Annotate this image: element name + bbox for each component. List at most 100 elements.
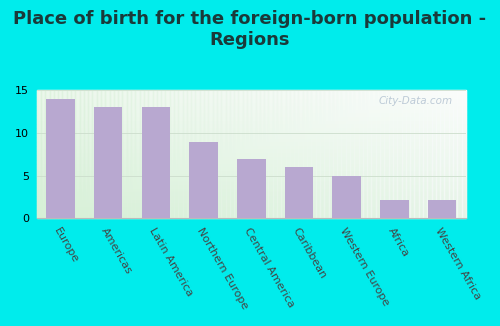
Bar [161,90,166,218]
Bar [36,144,466,145]
Bar [418,90,423,218]
Bar [182,90,187,218]
Bar [36,184,466,185]
Bar [88,90,92,218]
Bar [36,203,466,204]
Bar [36,95,466,96]
Bar [453,90,458,218]
Bar [36,118,466,120]
Bar [36,213,466,215]
Bar [428,90,432,218]
Bar [36,197,466,198]
Bar [380,90,384,218]
Bar [277,90,281,218]
Bar [217,90,221,218]
Bar [36,189,466,190]
Bar [384,90,388,218]
Bar [432,90,436,218]
Bar [298,90,303,218]
Bar [36,105,466,107]
Bar [71,90,76,218]
Bar [247,90,252,218]
Bar [423,90,428,218]
Bar [286,90,290,218]
Bar [36,94,466,95]
Bar [204,90,208,218]
Bar [36,125,466,126]
Bar [170,90,174,218]
Bar [96,90,101,218]
Bar [36,202,466,203]
Bar [191,90,196,218]
Bar [312,90,316,218]
Bar [36,117,466,118]
Bar [36,185,466,186]
Bar [36,176,466,177]
Bar [36,171,466,172]
Bar [36,186,466,188]
Bar [234,90,238,218]
Bar [272,90,277,218]
Bar [36,121,466,122]
Bar [148,90,152,218]
Bar [36,138,466,139]
Bar [320,90,324,218]
Bar [36,158,466,159]
Bar [36,116,466,117]
Bar [101,90,105,218]
Bar [36,131,466,132]
Bar [358,90,363,218]
Bar [332,176,361,218]
Bar [36,161,466,162]
Bar [36,101,466,103]
Bar [260,90,264,218]
Bar [45,90,50,218]
Bar [350,90,354,218]
Bar [166,90,170,218]
Bar [367,90,372,218]
Bar [80,90,84,218]
Bar [110,90,114,218]
Bar [36,91,466,93]
Bar [440,90,444,218]
Bar [397,90,402,218]
Bar [36,113,466,114]
Bar [337,90,342,218]
Bar [84,90,88,218]
Bar [66,90,71,218]
Bar [36,181,466,183]
Text: City-Data.com: City-Data.com [379,96,453,106]
Bar [36,134,466,135]
Bar [36,163,466,165]
Bar [94,107,122,218]
Bar [36,173,466,175]
Bar [36,90,466,91]
Bar [41,90,45,218]
Bar [376,90,380,218]
Bar [36,190,466,191]
Bar [140,90,144,218]
Bar [36,136,466,138]
Bar [36,107,466,108]
Bar [264,90,268,218]
Bar [448,90,453,218]
Bar [36,114,466,116]
Bar [36,200,466,202]
Bar [92,90,96,218]
Bar [36,216,466,217]
Bar [136,90,140,218]
Bar [36,183,466,184]
Bar [36,166,466,167]
Bar [122,90,127,218]
Bar [36,167,466,168]
Bar [36,130,466,131]
Bar [157,90,161,218]
Bar [36,215,466,216]
Title: Place of birth for the foreign-born population -
Regions: Place of birth for the foreign-born popu… [14,10,486,49]
Bar [36,98,466,99]
Bar [36,211,466,212]
Bar [346,90,350,218]
Bar [221,90,226,218]
Bar [46,99,75,218]
Bar [328,90,333,218]
